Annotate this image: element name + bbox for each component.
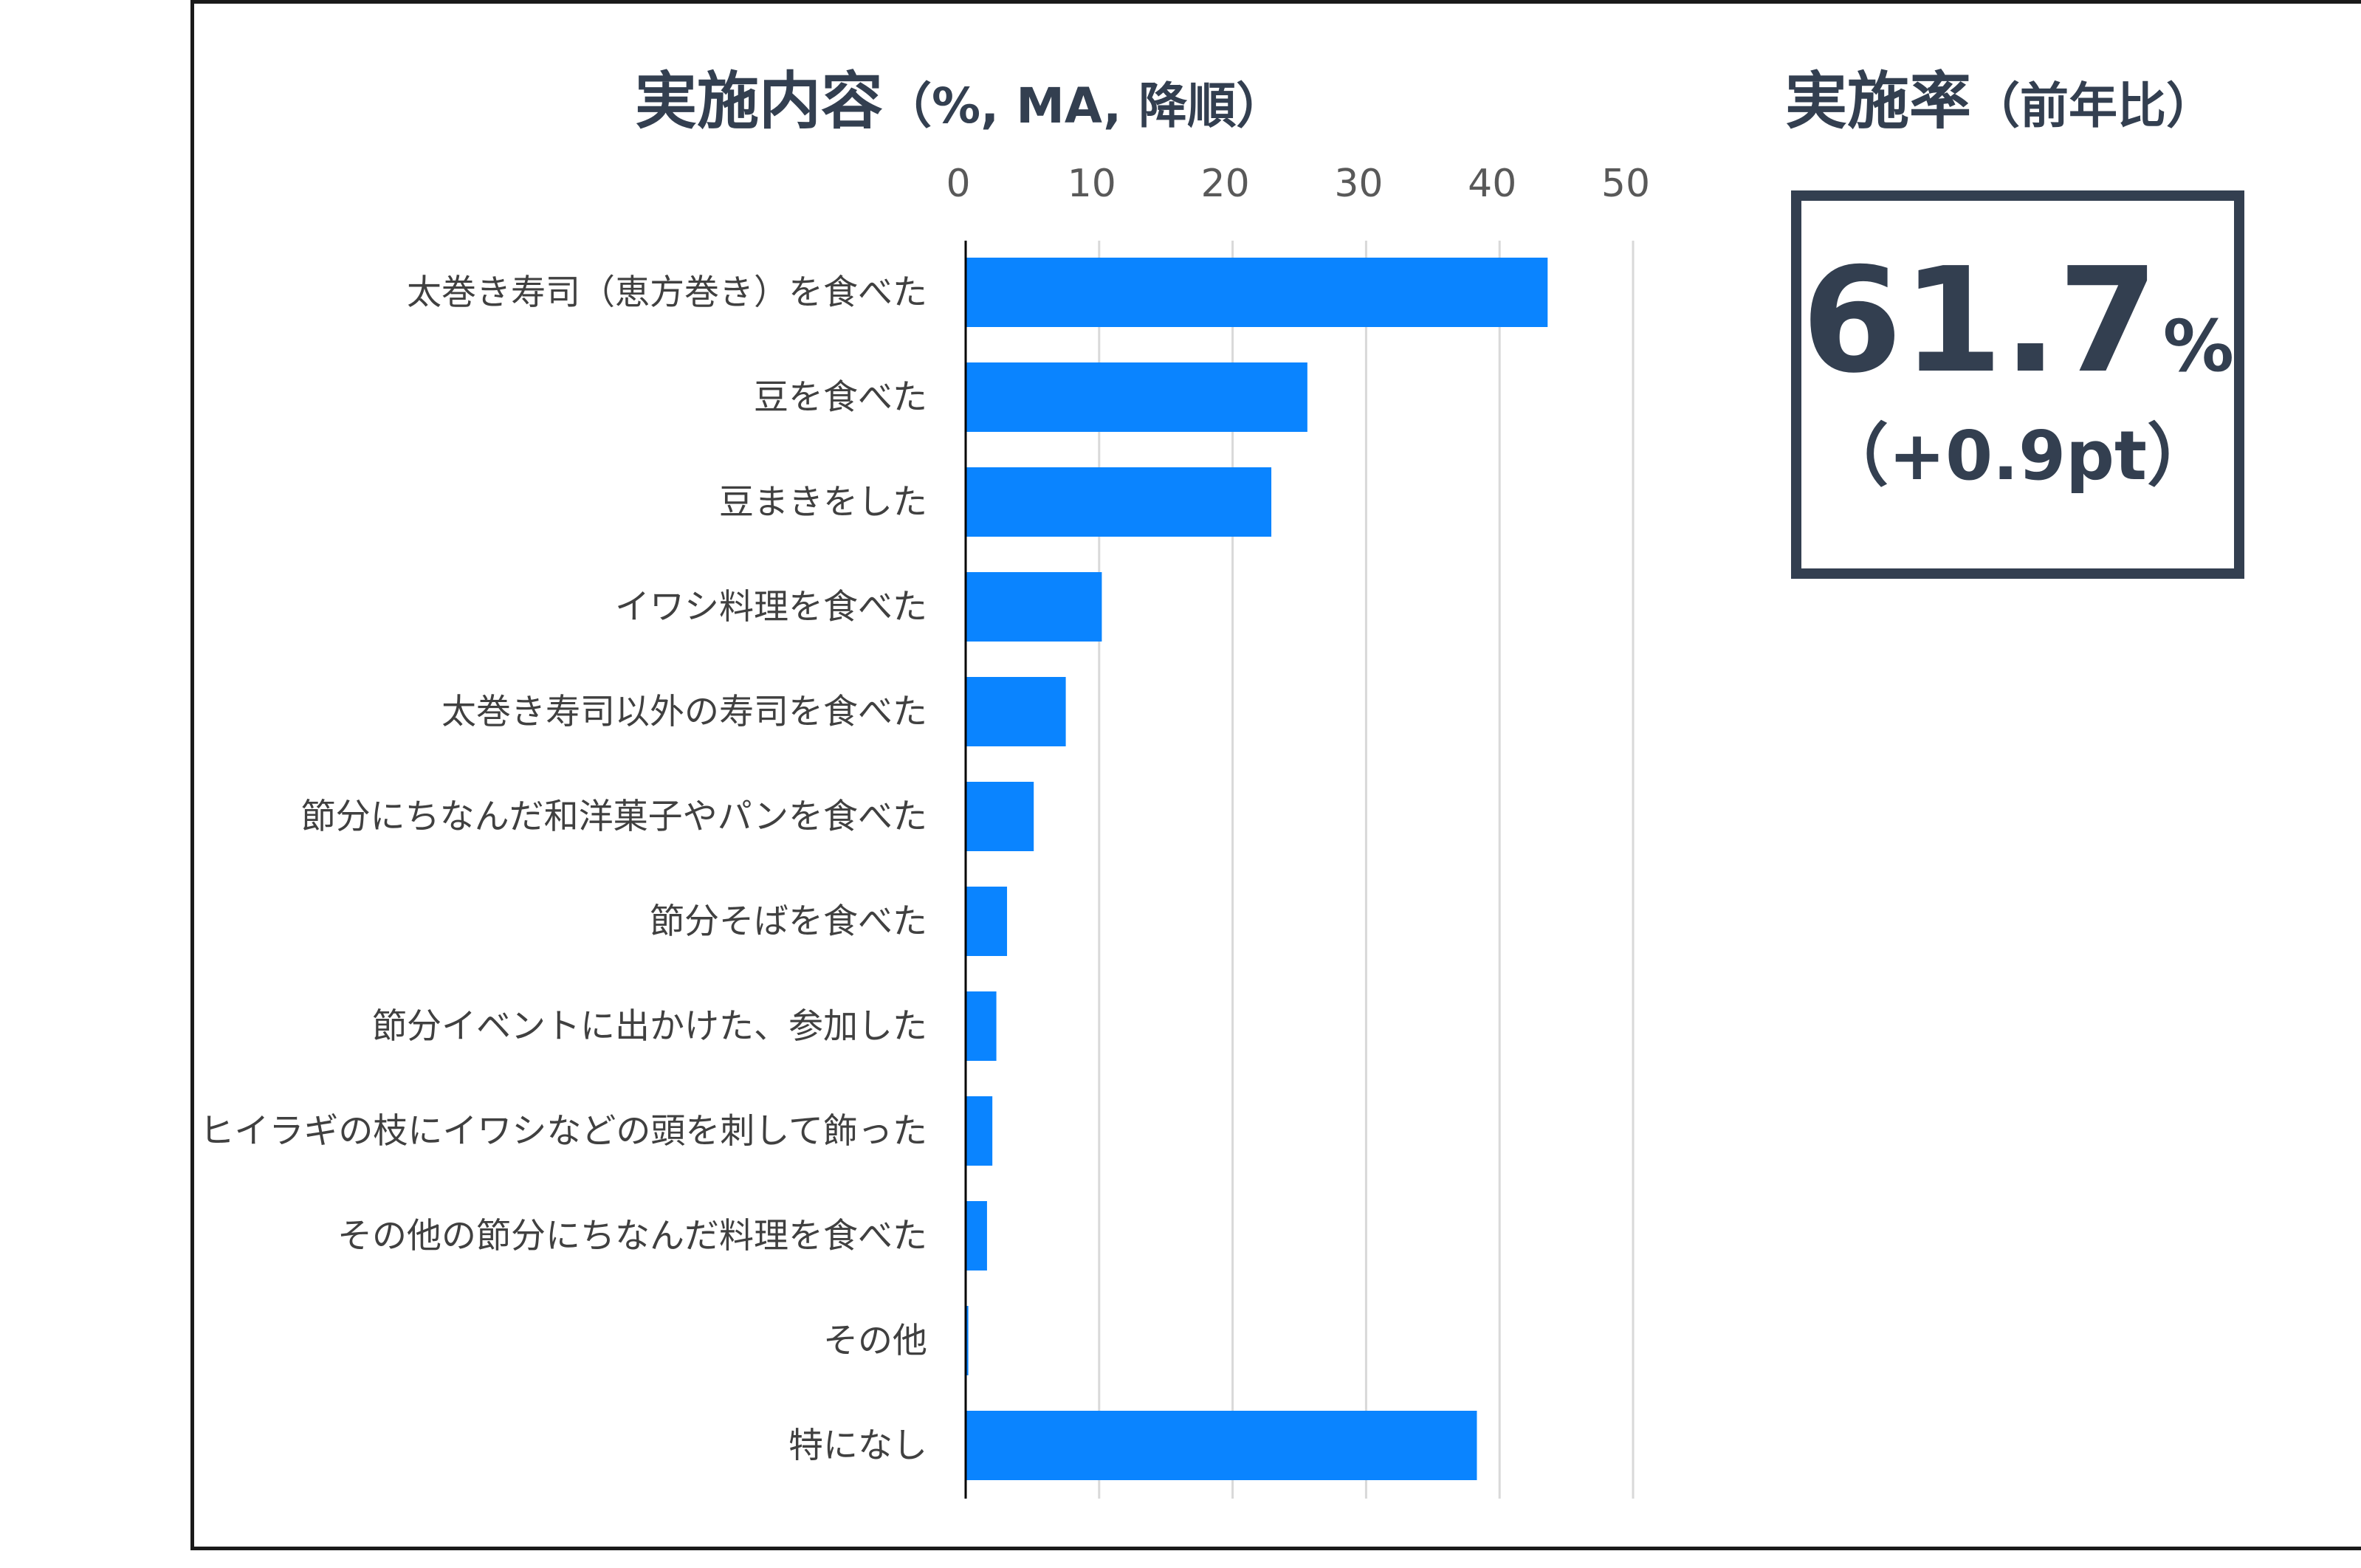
- category-label-10: その他の節分にちなんだ料理を食べた: [337, 1216, 927, 1256]
- chart-title: 実施内容（%, MA, 降順）: [635, 52, 1373, 141]
- category-label-1: 太巻き寿司（恵方巻き）を食べた: [407, 272, 927, 313]
- category-label-3: 豆まきをした: [719, 482, 927, 523]
- category-label-6: 節分にちなんだ和洋菓子やパンを食べた: [301, 797, 927, 837]
- bar-2: [966, 362, 1307, 432]
- rate-value: 61.7: [1801, 236, 2159, 405]
- bar-1: [966, 258, 1548, 327]
- rate-unit: %: [2162, 304, 2234, 388]
- rate-title-sub: （前年比）: [1971, 78, 2216, 134]
- rate-change: （+0.9pt）: [1821, 416, 2215, 495]
- rate-line: 61.7%: [1801, 249, 2234, 393]
- bar-8: [966, 991, 997, 1061]
- category-label-8: 節分イベントに出かけた、参加した: [372, 1006, 927, 1047]
- category-label-9: ヒイラギの枝にイワシなどの頭を刺して飾った: [199, 1111, 927, 1152]
- bar-6: [966, 782, 1034, 851]
- category-label-7: 節分そばを食べた: [650, 901, 927, 942]
- bar-3: [966, 467, 1272, 537]
- bar-9: [966, 1096, 993, 1166]
- x-tick-label-10: 10: [1068, 162, 1116, 206]
- chart-frame: [190, 0, 2361, 1550]
- bar-5: [966, 677, 1066, 746]
- x-tick-label-40: 40: [1468, 162, 1516, 206]
- x-tick-label-20: 20: [1201, 162, 1250, 206]
- bar-4: [966, 572, 1102, 642]
- rate-title-main: 実施率: [1785, 65, 1972, 137]
- chart-title-main: 実施内容: [635, 65, 884, 137]
- bar-12: [966, 1411, 1477, 1480]
- bar-11: [966, 1306, 969, 1375]
- rate-title: 実施率（前年比）: [1785, 52, 2215, 141]
- x-tick-label-0: 0: [946, 162, 970, 206]
- category-label-11: その他: [823, 1321, 927, 1361]
- category-label-5: 太巻き寿司以外の寿司を食べた: [441, 692, 927, 732]
- category-label-2: 豆を食べた: [754, 377, 927, 418]
- x-tick-label-50: 50: [1601, 162, 1650, 206]
- x-tick-label-30: 30: [1334, 162, 1383, 206]
- bar-7: [966, 887, 1008, 956]
- chart-title-sub: （%, MA, 降順）: [883, 78, 1285, 134]
- category-label-4: イワシ料理を食べた: [615, 587, 927, 627]
- category-label-12: 特になし: [788, 1426, 927, 1466]
- bar-10: [966, 1201, 987, 1270]
- rate-box: 61.7% （+0.9pt）: [1791, 190, 2244, 579]
